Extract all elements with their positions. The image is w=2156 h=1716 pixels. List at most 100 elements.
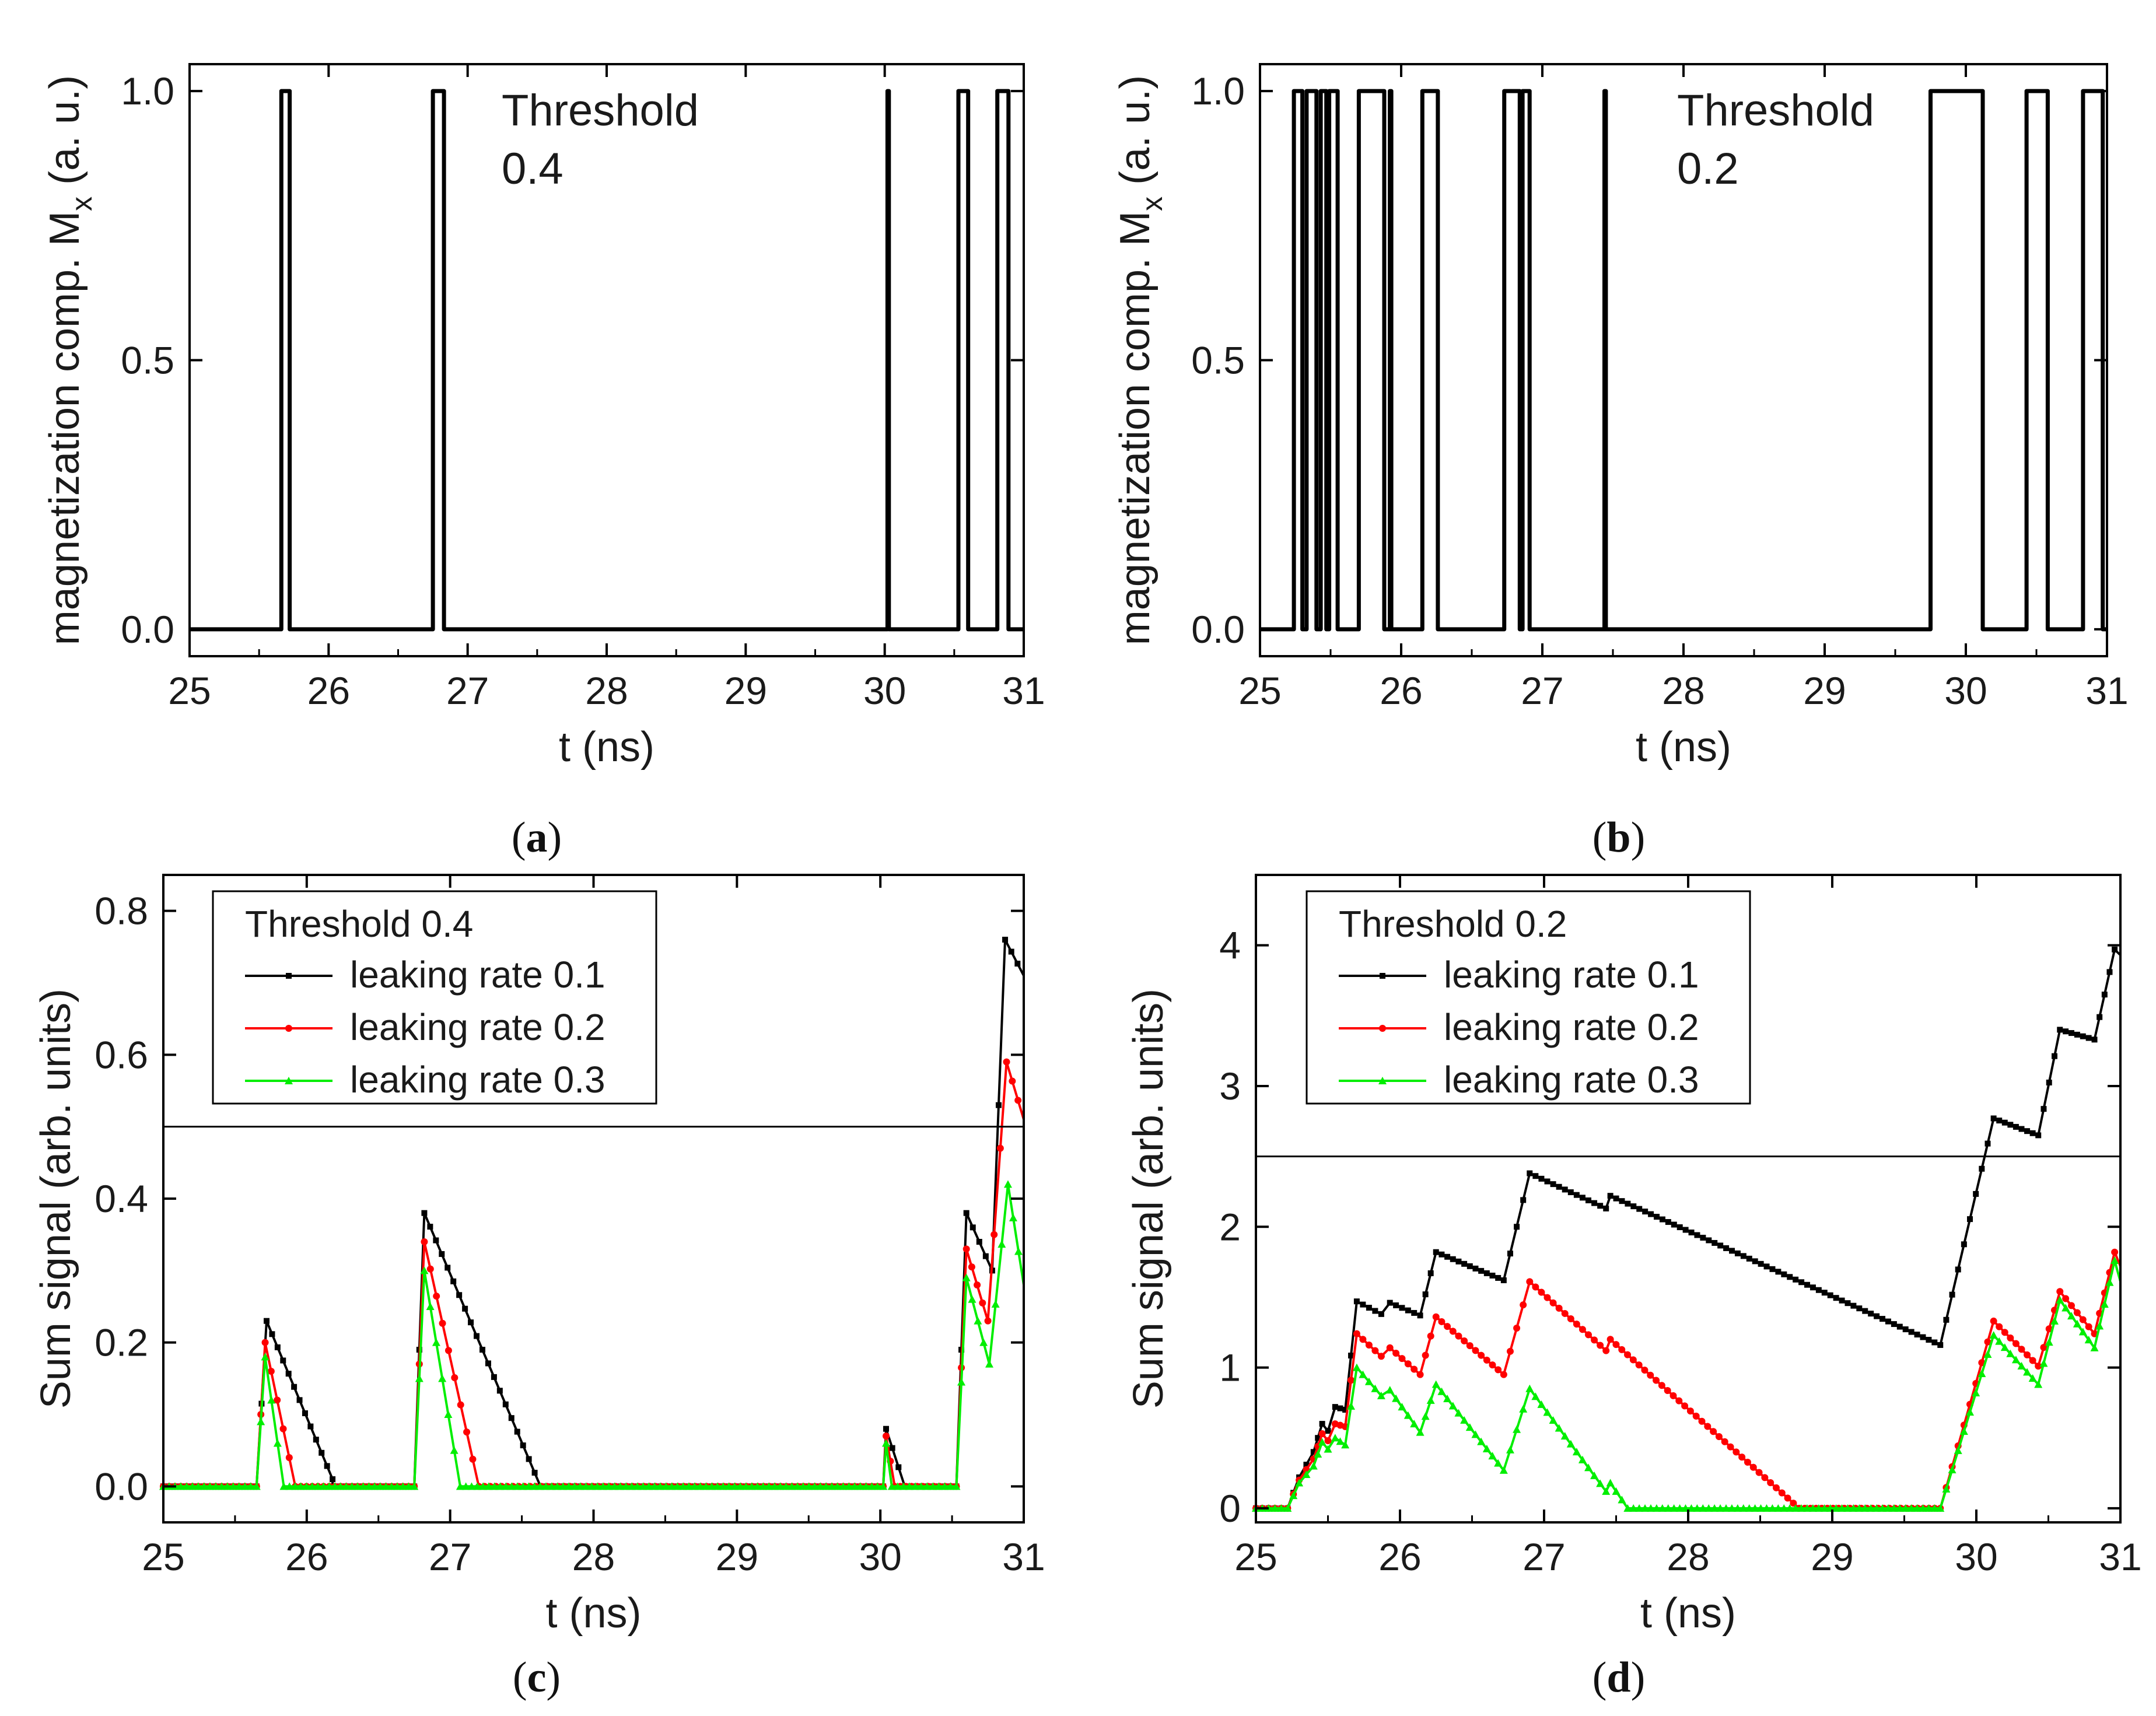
data-point [261, 1339, 269, 1346]
data-point [1723, 1245, 1730, 1251]
panel-b: 25 26 27 28 29 30 31 0.0 0.5 1.0 t (ns) magnetizati… [1112, 63, 2129, 861]
data-point [1365, 1341, 1373, 1349]
legend-title: Threshold 0.4 [245, 903, 473, 945]
data-point [393, 1482, 402, 1490]
data-point [856, 1482, 864, 1490]
data-point [1531, 1392, 1540, 1400]
data-point [547, 1482, 556, 1490]
data-point [1341, 1441, 1350, 1449]
data-point [1990, 1317, 1997, 1325]
data-point [570, 1482, 579, 1490]
data-point [850, 1482, 859, 1490]
data-point [1495, 1274, 1502, 1281]
data-point [582, 1482, 590, 1490]
x-tick-label: 27 [1522, 1535, 1565, 1578]
data-point [2096, 1014, 2103, 1020]
series-line-1 [1256, 948, 2122, 1510]
data-point [1648, 1211, 1654, 1217]
data-point [673, 1482, 682, 1490]
threshold-annotation: Threshold [502, 86, 699, 135]
x-tick-label: 28 [572, 1535, 615, 1578]
data-point [2067, 1312, 2076, 1320]
data-point [456, 1292, 463, 1298]
data-point [1377, 1391, 1385, 1399]
data-point [194, 1482, 202, 1490]
legend-swatch-marker [1379, 1025, 1386, 1032]
y-axis-label: Sum signal (arb. units) [33, 989, 79, 1409]
data-point [1710, 1504, 1719, 1512]
data-point [1324, 1445, 1332, 1453]
data-point [1454, 1409, 1463, 1417]
data-point [1924, 1504, 1933, 1512]
data-point [1591, 1336, 1598, 1344]
data-point [1393, 1302, 1399, 1308]
legend-box [1306, 890, 1751, 1105]
data-point [1550, 1181, 1556, 1188]
data-point [1525, 1384, 1534, 1392]
data-point [1455, 1332, 1462, 1340]
y-axis-label-units: (a. u.) [1112, 75, 1158, 197]
plot-frame [188, 63, 1025, 657]
data-point [1803, 1504, 1811, 1512]
data-point [667, 1482, 676, 1490]
data-point [1410, 1420, 1419, 1428]
data-point [1526, 1278, 1534, 1286]
data-point [1008, 948, 1014, 955]
data-point [2063, 1028, 2069, 1035]
data-point [995, 1102, 1002, 1108]
caption-letter: d [1606, 1654, 1630, 1701]
y-axis-label-units: (a. u.) [41, 75, 88, 197]
caption-letter: a [526, 814, 548, 861]
data-point [1727, 1443, 1734, 1451]
y-axis-label: Sum signal (arb. units) [1125, 989, 1172, 1409]
data-point [946, 1482, 955, 1490]
x-tick-label: 28 [1667, 1535, 1709, 1578]
data-point [1891, 1321, 1897, 1328]
data-point [622, 1482, 631, 1490]
data-point [1989, 1331, 1998, 1339]
data-point [1549, 1299, 1557, 1307]
data-point [974, 1281, 981, 1288]
data-point [1567, 1315, 1574, 1323]
y-axis-label: magnetization comp. Mx (a. u.) [1112, 75, 1168, 645]
data-point [188, 1482, 197, 1490]
data-point [747, 1482, 756, 1490]
data-point [702, 1482, 710, 1490]
data-point [2034, 1380, 2043, 1388]
data-point [593, 1482, 602, 1490]
data-point [1717, 1242, 1724, 1249]
data-point [822, 1482, 831, 1490]
data-point [1612, 1341, 1620, 1349]
data-point [426, 1265, 434, 1273]
legend-title: Threshold 0.2 [1339, 903, 1567, 945]
data-point [1630, 1203, 1637, 1210]
data-point [1560, 1432, 1569, 1440]
data-point [1943, 1316, 1950, 1323]
data-point [1432, 1380, 1440, 1388]
data-point [1937, 1342, 1944, 1348]
data-point [1647, 1371, 1654, 1379]
data-point [1416, 1428, 1424, 1436]
data-point [1843, 1504, 1852, 1512]
data-point [759, 1482, 768, 1490]
data-point [1494, 1459, 1503, 1467]
panel-a: 25 26 27 28 29 30 31 0.0 0.5 1.0 t (ns) magnetizati… [41, 63, 1045, 861]
data-point [991, 1231, 998, 1238]
data-point [1751, 1504, 1759, 1512]
x-tick-label: 27 [429, 1535, 471, 1578]
data-point [182, 1482, 191, 1490]
data-point [1727, 1504, 1736, 1512]
data-point [1319, 1421, 1325, 1427]
data-point [461, 1482, 470, 1490]
data-point [2046, 1079, 2052, 1085]
series-markers-3 [1252, 1256, 2119, 1512]
data-point [984, 1317, 992, 1325]
data-point [267, 1368, 275, 1375]
data-point [1990, 1115, 1997, 1122]
data-point [1635, 1361, 1643, 1369]
x-axis-label: t (ns) [1640, 1590, 1736, 1637]
data-point [690, 1482, 699, 1490]
data-point [1324, 1437, 1332, 1445]
data-point [1995, 1337, 2004, 1345]
